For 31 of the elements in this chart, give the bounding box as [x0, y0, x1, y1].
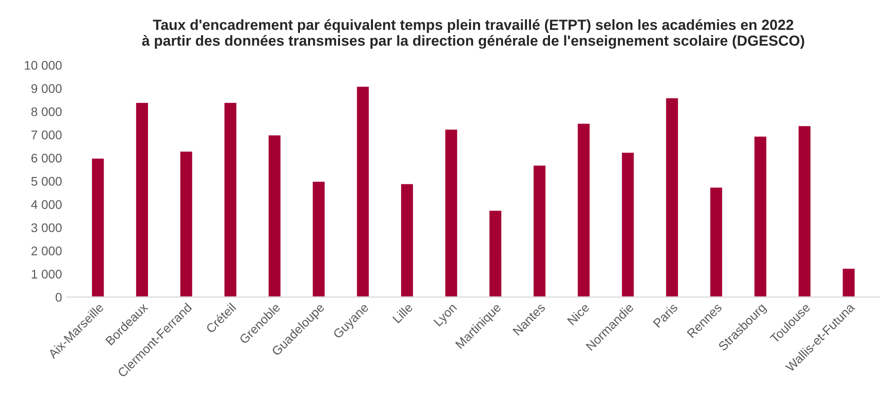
- y-tick-label: 6 000: [31, 154, 62, 163]
- x-tick-label: Lille: [392, 302, 414, 324]
- bar: [532, 164, 547, 298]
- y-tick-label: 8 000: [31, 107, 62, 116]
- y-tick-label: 9 000: [31, 84, 62, 93]
- bar: [576, 122, 592, 298]
- y-tick-label: 1 000: [32, 270, 62, 279]
- y-tick-label: 3 000: [31, 223, 62, 232]
- bar: [223, 102, 238, 298]
- bar: [90, 157, 106, 298]
- bar: [620, 151, 636, 298]
- bar: [134, 102, 150, 298]
- bar: [797, 124, 812, 298]
- bar: [753, 135, 768, 298]
- y-tick-label: 4 000: [31, 200, 62, 209]
- bar: [178, 150, 194, 298]
- bar: [841, 267, 856, 298]
- bar: [311, 180, 326, 298]
- y-tick-label: 10 000: [24, 60, 62, 70]
- y-tick-label: 0: [56, 292, 62, 302]
- y-tick-label: 2 000: [31, 246, 62, 256]
- bar: [664, 96, 680, 298]
- bar: [444, 128, 459, 298]
- bar: [488, 209, 503, 298]
- bar: [356, 85, 370, 298]
- bar: [708, 186, 724, 298]
- y-tick-label: 7 000: [31, 130, 62, 140]
- bar: [267, 134, 282, 298]
- bar: [400, 182, 414, 298]
- y-tick-label: 5 000: [31, 176, 62, 186]
- chart-title: Taux d'encadrement par équivalent temps plein travaillé (ETPT) selon les académies en 2022 à partir des données transmises par la direction générale de l'enseignement scolaire (DGESCO): [142, 19, 804, 49]
